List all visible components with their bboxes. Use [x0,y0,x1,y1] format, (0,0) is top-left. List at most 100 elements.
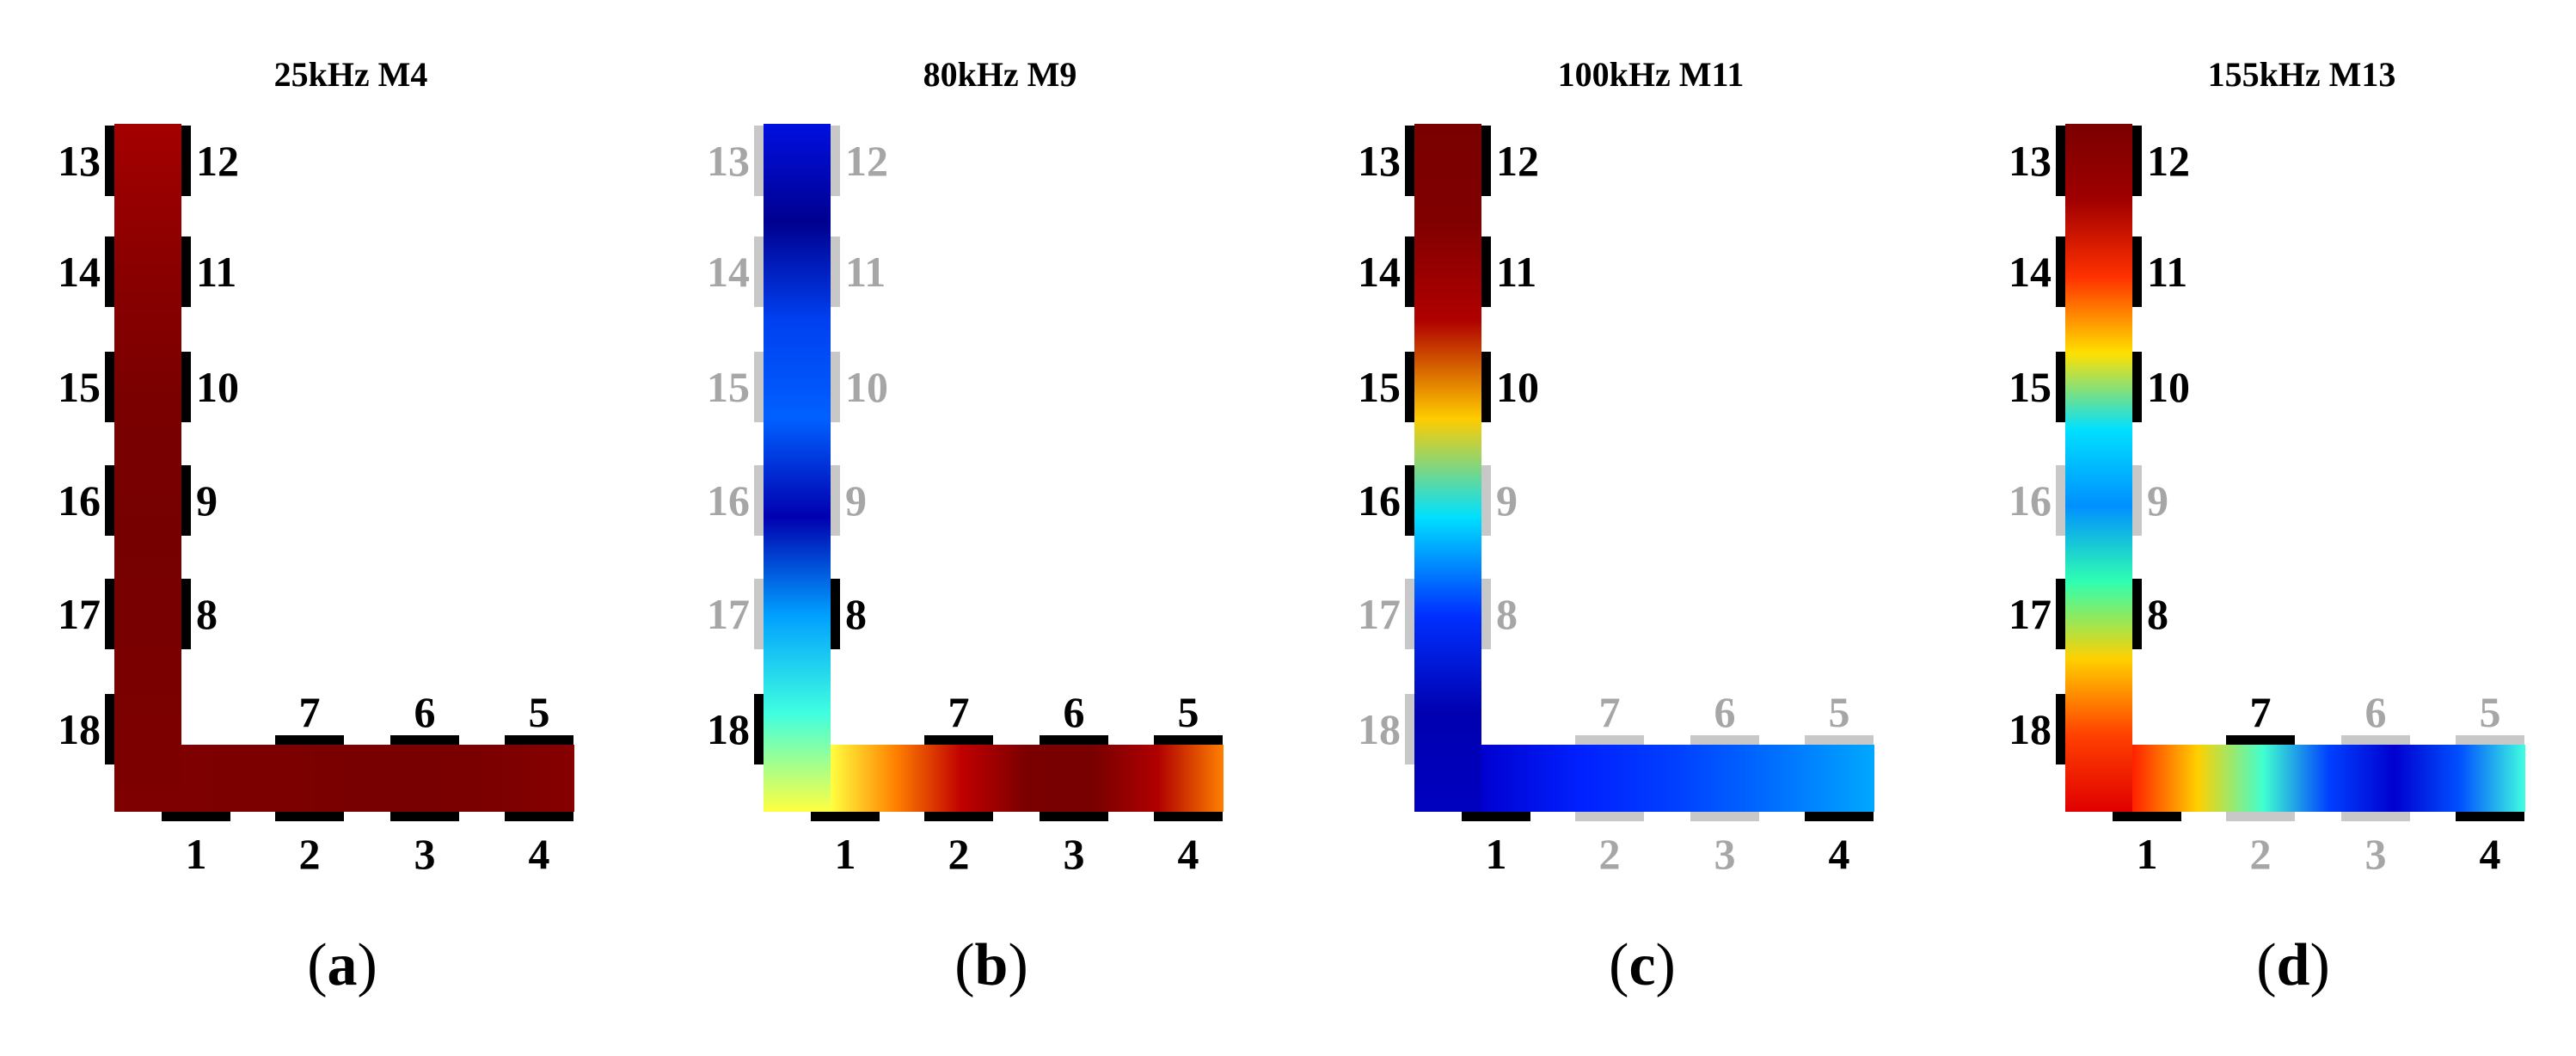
sensor-3 [1040,812,1108,821]
sensor-2 [2226,812,2295,821]
sensor-label-2: 2 [299,830,321,878]
sensor-16 [754,465,764,536]
sensor-label-18: 18 [1358,705,1401,753]
sensor-7 [1575,735,1644,745]
plate-vertical-arm [764,124,831,812]
sensor-label-2: 2 [1599,830,1621,878]
sensor-label-8: 8 [196,590,218,638]
sensor-8 [2132,579,2142,649]
sensor-11 [181,236,191,307]
sensor-13 [1405,126,1414,196]
sensor-label-16: 16 [1358,476,1401,525]
sensor-label-8: 8 [845,590,867,638]
sensor-13 [2056,126,2065,196]
sensor-9 [181,465,191,536]
sensor-5 [2456,735,2524,745]
caption-letter: b [975,932,1009,998]
sensor-label-11: 11 [845,248,886,296]
plate-vertical-arm [2065,124,2132,812]
sensor-10 [181,352,191,422]
sensor-label-8: 8 [1496,590,1518,638]
sensor-10 [2132,352,2142,422]
sensor-4 [1154,812,1223,821]
sensor-label-7: 7 [948,688,970,736]
sensor-15 [754,352,764,422]
panel-title: 25kHz M4 [274,55,428,94]
sensor-label-9: 9 [1496,476,1518,525]
sensor-label-13: 13 [2009,137,2052,185]
sensor-15 [2056,352,2065,422]
sensor-8 [831,579,840,649]
sensor-label-5: 5 [1829,688,1850,736]
sensor-3 [390,812,459,821]
sensor-label-7: 7 [299,688,321,736]
plate-vertical-arm [114,124,181,812]
sensor-11 [831,236,840,307]
sensor-label-7: 7 [2250,688,2272,736]
sensor-1 [162,812,230,821]
sensor-label-14: 14 [707,248,750,296]
sensor-14 [754,236,764,307]
sensor-8 [181,579,191,649]
plate-horizontal-arm [2132,745,2525,812]
sensor-label-3: 3 [2365,830,2387,878]
sensor-9 [2132,465,2142,536]
caption-letter: d [2277,932,2310,998]
sensor-5 [505,735,573,745]
sensor-label-15: 15 [58,363,101,411]
sensor-4 [1805,812,1874,821]
sensor-label-15: 15 [1358,363,1401,411]
sensor-label-12: 12 [1496,137,1539,185]
sensor-label-12: 12 [2147,137,2190,185]
sensor-2 [275,812,344,821]
plate-horizontal-arm [1481,745,1874,812]
sensor-9 [831,465,840,536]
caption-letter: c [1628,932,1655,998]
sensor-2 [1575,812,1644,821]
sensor-label-16: 16 [707,476,750,525]
sensor-5 [1805,735,1874,745]
sensor-label-17: 17 [58,590,101,638]
sensor-label-7: 7 [1599,688,1621,736]
sensor-label-12: 12 [845,137,888,185]
sensor-2 [924,812,993,821]
sensor-14 [1405,236,1414,307]
sensor-label-13: 13 [707,137,750,185]
sensor-7 [2226,735,2295,745]
sensor-18 [1405,694,1414,764]
sensor-label-3: 3 [1064,830,1085,878]
sensor-11 [1481,236,1491,307]
sensor-label-18: 18 [2009,705,2052,753]
panel-caption: (c) [1609,932,1676,998]
sensor-label-10: 10 [2147,363,2190,411]
sensor-3 [2341,812,2410,821]
sensor-6 [1690,735,1759,745]
sensor-16 [2056,465,2065,536]
sensor-label-6: 6 [414,688,436,736]
sensor-16 [105,465,114,536]
panel-caption: (b) [954,932,1028,998]
sensor-15 [1405,352,1414,422]
sensor-label-6: 6 [1064,688,1085,736]
sensor-label-5: 5 [2480,688,2501,736]
sensor-1 [811,812,880,821]
sensor-label-3: 3 [1714,830,1736,878]
sensor-12 [181,126,191,196]
sensor-label-11: 11 [1496,248,1536,296]
sensor-label-5: 5 [1178,688,1199,736]
sensor-1 [2113,812,2181,821]
sensor-label-16: 16 [2009,476,2052,525]
sensor-label-4: 4 [1178,830,1199,878]
sensor-1 [1462,812,1530,821]
sensor-label-11: 11 [2147,248,2187,296]
sensor-10 [831,352,840,422]
sensor-15 [105,352,114,422]
sensor-8 [1481,579,1491,649]
sensor-label-9: 9 [2147,476,2168,525]
sensor-label-3: 3 [414,830,436,878]
sensor-label-10: 10 [196,363,239,411]
sensor-11 [2132,236,2142,307]
